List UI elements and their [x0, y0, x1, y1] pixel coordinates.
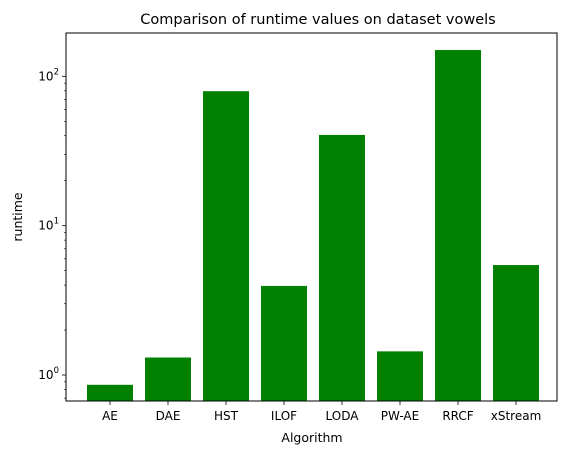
y-axis-label: runtime [10, 192, 25, 242]
x-axis-label: Algorithm [281, 430, 342, 445]
x-tick-label: DAE [156, 409, 181, 423]
y-axis-ticks: 100 101 102 [38, 67, 66, 398]
x-axis-ticks: AE DAE HST ILOF LODA PW-AE RRCF xStream [102, 401, 541, 423]
bar-pw-ae [377, 351, 423, 401]
bar-xstream [493, 265, 539, 401]
bar-loda [319, 135, 365, 401]
x-tick-label: xStream [491, 409, 542, 423]
x-tick-label: PW-AE [381, 409, 419, 423]
bar-dae [145, 358, 191, 401]
y-tick-label: 101 [38, 217, 59, 233]
x-tick-label: LODA [326, 409, 360, 423]
x-tick-label: HST [214, 409, 239, 423]
bar-hst [203, 91, 249, 401]
x-tick-label: RRCF [442, 409, 473, 423]
bar-ilof [261, 286, 307, 401]
plot-frame [66, 33, 557, 401]
bars-group [87, 50, 539, 401]
y-tick-label: 102 [38, 67, 59, 83]
chart-title: Comparison of runtime values on dataset … [140, 12, 495, 28]
y-tick-label: 100 [38, 366, 59, 382]
bar-ae [87, 385, 133, 401]
x-tick-label: ILOF [271, 409, 297, 423]
x-tick-label: AE [102, 409, 118, 423]
bar-rrcf [435, 50, 481, 401]
